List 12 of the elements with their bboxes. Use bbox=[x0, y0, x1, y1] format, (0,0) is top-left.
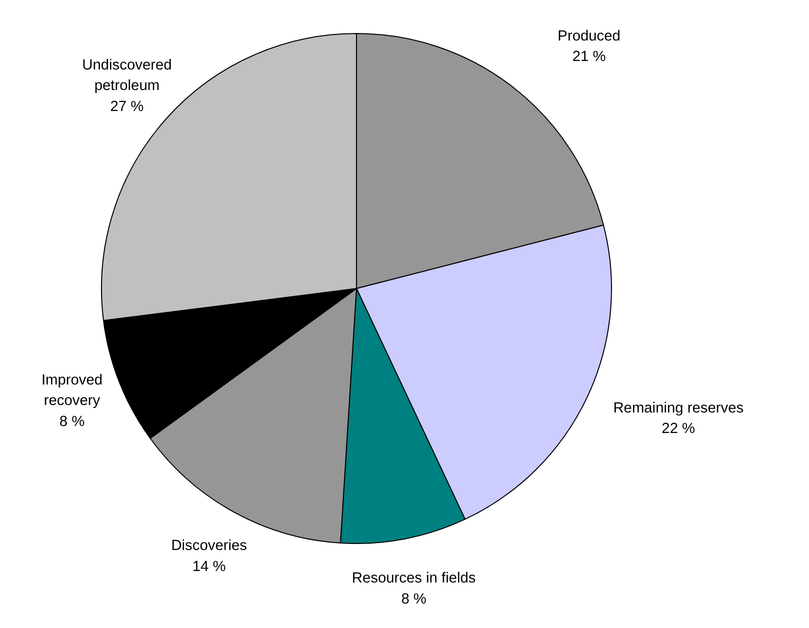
slice-label: Undiscovered petroleum bbox=[82, 57, 172, 94]
slice-label: Produced bbox=[558, 28, 620, 44]
data-label: 14 % bbox=[192, 559, 226, 576]
data-label: 21 % bbox=[572, 49, 606, 66]
data-label: 27 % bbox=[110, 98, 144, 115]
data-label: 22 % bbox=[662, 421, 696, 438]
data-label: 8 % bbox=[401, 591, 426, 608]
slice-label: Remaining reserves bbox=[613, 400, 744, 416]
slice-label: Improved recovery bbox=[41, 372, 103, 410]
data-label: 8 % bbox=[59, 414, 85, 430]
slice-label: Resources in fields bbox=[352, 570, 476, 587]
slice-label: Discoveries bbox=[171, 538, 247, 554]
